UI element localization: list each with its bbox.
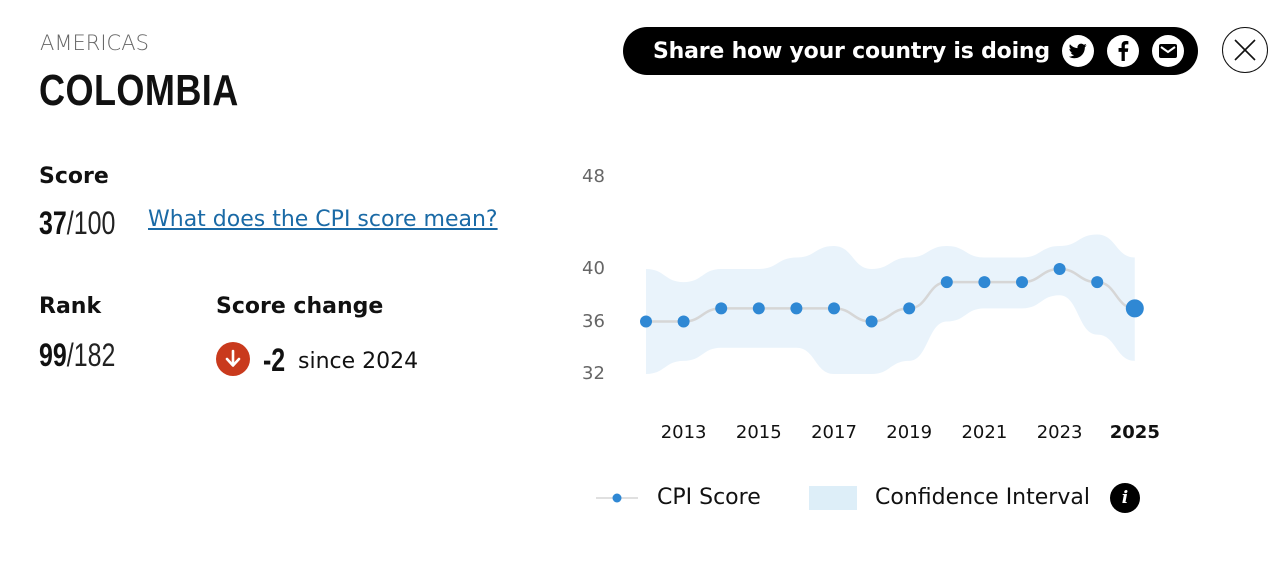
data-point[interactable] — [752, 302, 765, 315]
cpi-score-meaning-link[interactable]: What does the CPI score mean? — [148, 207, 498, 232]
x-tick-label: 2015 — [735, 422, 782, 443]
cpi-score-line — [646, 267, 1135, 323]
country-title: COLOMBIA — [39, 66, 239, 115]
twitter-icon[interactable] — [1062, 35, 1094, 67]
share-text: Share how your country is doing — [653, 38, 1050, 64]
data-point[interactable] — [828, 302, 840, 315]
info-icon[interactable]: i — [1110, 483, 1140, 513]
x-tick-label: 2013 — [660, 422, 707, 443]
close-icon — [1234, 39, 1256, 61]
x-tick-label: 2021 — [961, 422, 1008, 443]
arrow-down-icon — [216, 342, 250, 376]
data-point[interactable] — [1016, 276, 1028, 289]
y-tick-label: 36 — [582, 310, 605, 332]
data-point[interactable] — [677, 315, 690, 328]
y-tick-label: 48 — [582, 166, 605, 187]
rank-out-of: /182 — [66, 337, 116, 373]
score-change-value: -2 — [263, 342, 286, 378]
y-tick-label: 32 — [582, 363, 605, 384]
info-glyph: i — [1121, 488, 1129, 508]
facebook-icon[interactable] — [1107, 35, 1139, 67]
data-point[interactable] — [978, 276, 991, 289]
y-tick-label: 40 — [582, 258, 605, 279]
score-number: 37 — [39, 205, 67, 241]
data-point[interactable] — [790, 302, 803, 315]
data-point[interactable] — [1053, 263, 1066, 275]
legend-confidence-interval-swatch — [809, 486, 857, 510]
score-label: Score — [39, 164, 109, 189]
legend-cpi-score-swatch — [596, 484, 640, 512]
data-point[interactable] — [1091, 276, 1104, 289]
data-point[interactable] — [640, 315, 652, 328]
share-icons — [1062, 35, 1184, 67]
rank-number: 99 — [39, 337, 67, 373]
legend-cpi-score-label: CPI Score — [657, 485, 761, 510]
email-icon[interactable] — [1152, 35, 1184, 67]
x-tick-label: 2019 — [886, 422, 933, 443]
share-bar: Share how your country is doing — [623, 27, 1198, 75]
x-tick-label: 2023 — [1036, 422, 1083, 443]
rank-label: Rank — [39, 294, 102, 319]
region-label: AMERICAS — [40, 31, 149, 55]
close-button[interactable] — [1222, 27, 1268, 73]
data-point[interactable] — [715, 302, 728, 315]
x-tick-label: 2025 — [1109, 422, 1160, 443]
rank-value: 99/182 — [39, 337, 115, 374]
score-change-since: since 2024 — [298, 349, 419, 374]
data-point[interactable] — [1125, 299, 1144, 318]
score-value: 37/100 — [39, 205, 115, 242]
data-point[interactable] — [903, 302, 916, 315]
data-point[interactable] — [940, 276, 953, 289]
data-point[interactable] — [865, 315, 878, 328]
x-tick-label: 2017 — [811, 422, 857, 443]
score-out-of: /100 — [66, 205, 116, 241]
legend-confidence-interval-label: Confidence Interval — [875, 485, 1090, 510]
score-change-label: Score change — [216, 294, 384, 319]
confidence-interval-band — [646, 234, 1135, 374]
